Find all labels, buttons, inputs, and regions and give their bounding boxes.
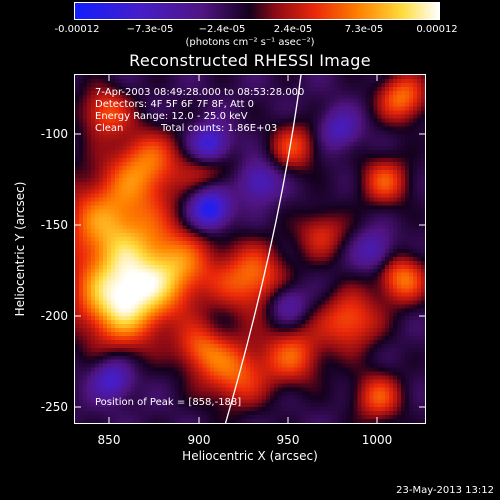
colorbar-tick: 0.00012 bbox=[416, 24, 458, 35]
colorbar-tick: -0.00012 bbox=[54, 24, 100, 35]
colorbar-tick: 7.3e-05 bbox=[344, 24, 384, 35]
detectors-label: Detectors: 4F 5F 6F 7F 8F, Att 0 bbox=[95, 99, 255, 110]
timestamp: 23-May-2013 13:12 bbox=[396, 485, 494, 496]
time-range: 7-Apr-2003 08:49:28.000 to 08:53:28.000 bbox=[95, 87, 305, 98]
colorbar-tick: 2.4e-05 bbox=[273, 24, 313, 35]
x-axis-label: Heliocentric X (arcsec) bbox=[182, 449, 318, 463]
colorbar-units: (photons cm⁻² s⁻¹ asec⁻²) bbox=[185, 37, 315, 48]
y-tick-label: -200 bbox=[40, 309, 68, 323]
x-tick-label: 950 bbox=[276, 433, 300, 447]
energy-range: Energy Range: 12.0 - 25.0 keV bbox=[95, 111, 248, 122]
y-axis-label: Heliocentric Y (arcsec) bbox=[13, 181, 27, 317]
total-counts: Total counts: 1.86E+03 bbox=[161, 123, 278, 134]
y-tick-label: -250 bbox=[40, 400, 68, 414]
peak-position: Position of Peak = [858,-188] bbox=[95, 397, 242, 408]
page-title: Reconstructed RHESSI Image bbox=[129, 51, 371, 70]
y-tick-label: -100 bbox=[40, 127, 68, 141]
y-tick-label: -150 bbox=[40, 218, 68, 232]
x-tick-label: 1000 bbox=[361, 433, 393, 447]
colorbar-tick: −7.3e-05 bbox=[126, 24, 174, 35]
x-tick-label: 850 bbox=[97, 433, 121, 447]
colorbar bbox=[74, 2, 440, 20]
solar-limb bbox=[224, 75, 302, 423]
x-tick-label: 900 bbox=[187, 433, 211, 447]
image-plot: 7-Apr-2003 08:49:28.000 to 08:53:28.000 … bbox=[74, 74, 426, 424]
clean-label: Clean bbox=[95, 123, 124, 134]
colorbar-tick: −2.4e-05 bbox=[198, 24, 246, 35]
rhessi-heatmap bbox=[75, 75, 425, 423]
